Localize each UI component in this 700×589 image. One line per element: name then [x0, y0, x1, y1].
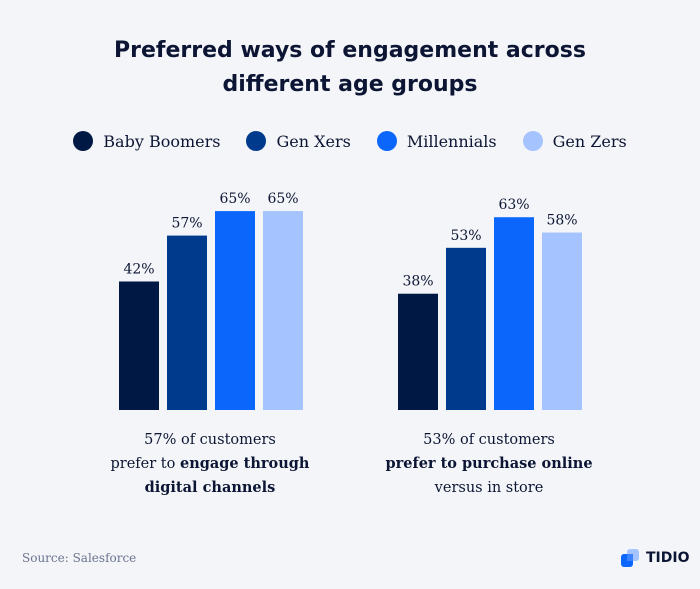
caption-1-line-3: digital channels	[80, 476, 340, 500]
bar-millennials-group-1	[215, 211, 255, 410]
chart-title-line-1: Preferred ways of engagement across	[114, 38, 586, 63]
caption-2-line-2: prefer to purchase online	[359, 452, 619, 476]
caption-2-line-1: 53% of customers	[423, 432, 555, 448]
legend-label-baby-boomers: Baby Boomers	[103, 131, 221, 151]
chart-title: Preferred ways of engagement across diff…	[0, 34, 700, 102]
legend-item-gen-xers: Gen Xers	[246, 131, 351, 151]
bar-value-label-millennials-group-1: 65%	[219, 191, 250, 207]
caption-group-1: 57% of customers prefer to engage throug…	[80, 428, 340, 500]
bar-value-label-gen-xers-group-1: 57%	[171, 216, 202, 232]
bar-value-label-gen-xers-group-2: 53%	[450, 228, 481, 244]
caption-2-line-2-bold: prefer to purchase online	[385, 455, 593, 472]
legend: Baby Boomers Gen Xers Millennials Gen Ze…	[0, 131, 700, 151]
caption-1-line-2: prefer to engage through	[80, 452, 340, 476]
legend-swatch-gen-zers	[522, 131, 543, 151]
bar-gen-zers-group-2	[542, 232, 582, 410]
caption-group-2: 53% of customers prefer to purchase onli…	[359, 428, 619, 500]
bar-millennials-group-2	[494, 217, 534, 410]
bar-value-label-millennials-group-2: 63%	[498, 197, 529, 213]
bar-group-2: 38% 53% 63% 58%	[398, 197, 582, 410]
bar-gen-xers-group-2	[446, 247, 486, 410]
caption-1-line-2-bold: engage through	[179, 455, 310, 472]
legend-swatch-millennials	[376, 131, 397, 151]
brand-logo: TIDIO	[620, 548, 690, 568]
caption-1-line-1: 57% of customers	[144, 432, 276, 448]
bar-baby-boomers-group-1	[119, 281, 159, 410]
tidio-logo-icon	[621, 549, 639, 567]
bar-gen-zers-group-1	[263, 211, 303, 410]
chart-title-line-2: different age groups	[222, 72, 478, 97]
bar-value-label-baby-boomers-group-2: 38%	[402, 274, 433, 290]
brand-name: TIDIO	[646, 550, 690, 566]
legend-label-gen-xers: Gen Xers	[276, 131, 351, 151]
legend-label-millennials: Millennials	[406, 131, 497, 151]
legend-item-baby-boomers: Baby Boomers	[73, 131, 220, 151]
source-note: Source: Salesforce	[22, 551, 137, 565]
caption-1-line-2-plain: prefer to	[110, 456, 180, 472]
bar-value-label-baby-boomers-group-1: 42%	[123, 261, 154, 277]
caption-2-line-3: versus in store	[434, 480, 544, 496]
bar-baby-boomers-group-2	[398, 293, 438, 410]
legend-swatch-baby-boomers	[73, 131, 94, 151]
legend-item-millennials: Millennials	[376, 131, 497, 151]
legend-label-gen-zers: Gen Zers	[552, 131, 627, 151]
legend-swatch-gen-xers	[246, 131, 267, 151]
caption-1-line-3-bold: digital channels	[144, 479, 276, 496]
bar-gen-xers-group-1	[167, 235, 207, 410]
bar-value-label-gen-zers-group-2: 58%	[546, 213, 577, 229]
bar-group-1: 42% 57% 65% 65%	[119, 191, 303, 410]
legend-item-gen-zers: Gen Zers	[522, 131, 627, 151]
bar-value-label-gen-zers-group-1: 65%	[267, 191, 298, 207]
